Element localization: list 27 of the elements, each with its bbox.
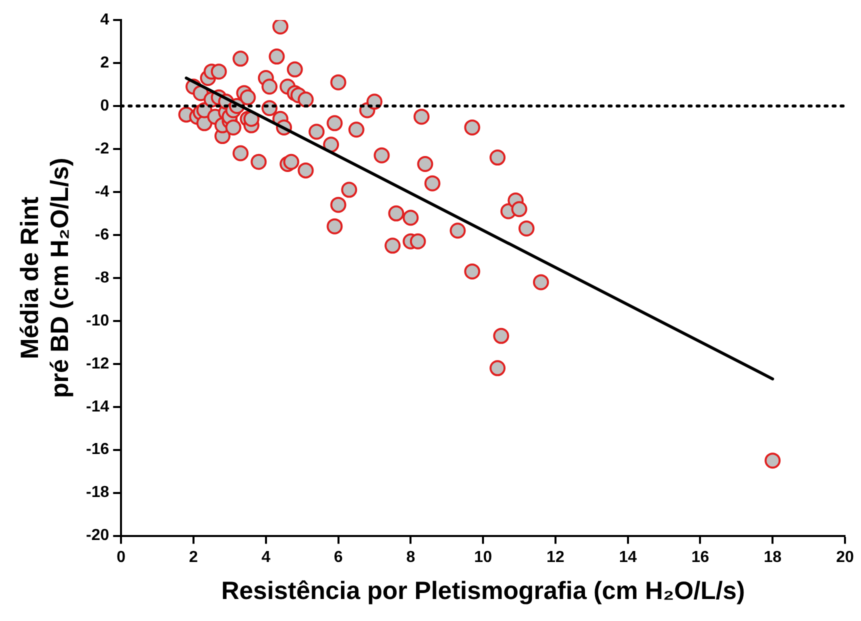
y-tick-label: -20 xyxy=(86,527,110,544)
y-tick-label: -6 xyxy=(94,226,110,244)
y-tick-label: 2 xyxy=(100,54,110,72)
y-tick-label: -8 xyxy=(94,269,110,286)
y-tick-label: -10 xyxy=(86,312,110,330)
y-tick-label: 4 xyxy=(100,11,110,28)
x-tick-label: 6 xyxy=(334,548,343,566)
x-tick-label: 2 xyxy=(189,548,198,566)
y-tick-label: -16 xyxy=(86,441,110,458)
x-tick-label: 20 xyxy=(836,548,854,566)
x-tick-label: 8 xyxy=(406,548,416,566)
x-tick-label: 18 xyxy=(764,548,782,566)
y-tick-label: -4 xyxy=(94,183,110,200)
text: Média de Rint xyxy=(16,196,44,360)
x-axis-title: Resistência por Pletismografia (cm H₂O/L/s) xyxy=(221,576,745,605)
x-tick-label: 4 xyxy=(261,548,270,566)
y-tick-label: -2 xyxy=(94,140,110,158)
y-tick-label: -14 xyxy=(86,398,110,416)
y-tick-label: -12 xyxy=(86,355,110,372)
x-tick-label: 14 xyxy=(618,548,637,566)
text: pré BD (cm H₂O/L/s) xyxy=(46,158,74,398)
x-tick-label: 10 xyxy=(474,548,492,566)
y-tick-label: 0 xyxy=(100,97,110,114)
x-tick-label: 0 xyxy=(116,548,126,566)
x-tick-label: 16 xyxy=(691,548,710,566)
y-tick-label: -18 xyxy=(86,484,110,502)
x-tick-label: 12 xyxy=(546,548,564,566)
